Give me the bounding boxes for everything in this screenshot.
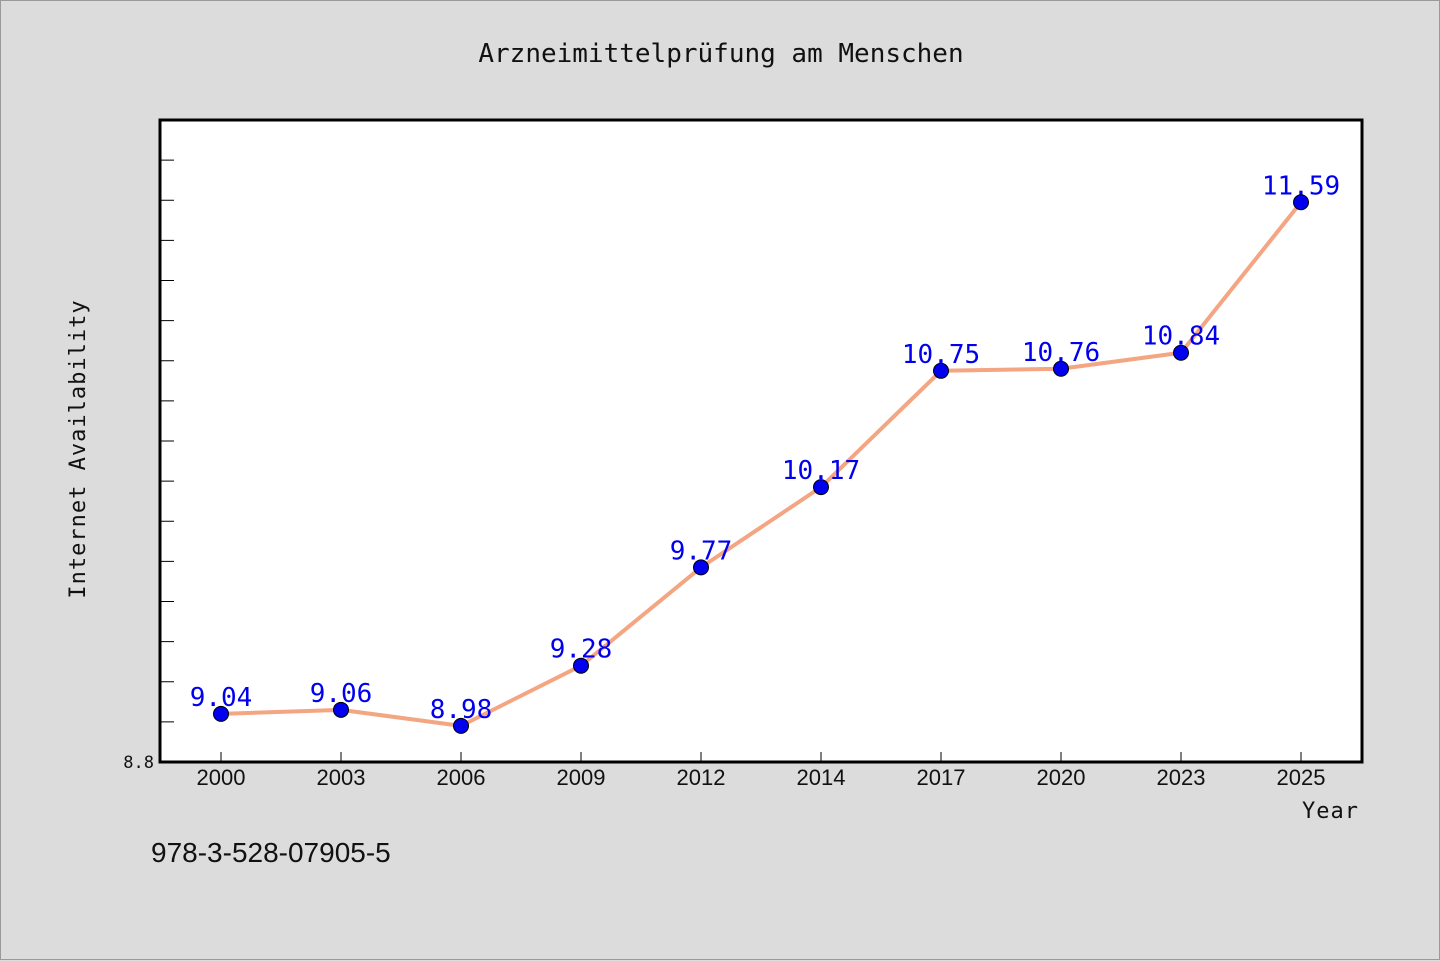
- x-tick-label: 2017: [917, 765, 966, 790]
- data-label: 9.04: [190, 683, 253, 713]
- data-label: 11.59: [1262, 171, 1340, 201]
- data-point: [813, 479, 829, 496]
- data-label: 10.84: [1142, 322, 1220, 352]
- data-point: [573, 657, 589, 674]
- x-tick-label: 2014: [797, 765, 846, 790]
- data-point: [1293, 194, 1309, 211]
- data-point: [1053, 360, 1069, 377]
- data-label: 10.76: [1022, 338, 1100, 368]
- data-markers: [213, 194, 1309, 734]
- data-point: [693, 559, 709, 576]
- x-tick-label: 2006: [437, 765, 486, 790]
- data-point: [333, 701, 349, 718]
- x-tick-label: 2020: [1037, 765, 1086, 790]
- isbn-code: 978-3-528-07905-5: [151, 837, 391, 868]
- x-tick-label: 2023: [1157, 765, 1206, 790]
- x-tick-label: 2012: [677, 765, 726, 790]
- x-tick-label: 2000: [197, 765, 246, 790]
- series-line: [220, 201, 1303, 728]
- data-point: [1173, 344, 1189, 361]
- data-label: 9.28: [550, 635, 613, 665]
- chart-title: Arzneimittelprüfung am Menschen: [478, 39, 963, 69]
- data-label: 10.75: [902, 340, 980, 370]
- data-labels: 9.04 9.06 8.98 9.28 9.77 10.17 10.75 10.76 10.84…: [190, 171, 1340, 725]
- x-axis-ticks: 2000 2003 2006 2009 2012 2014 2017 2020 2023 2025: [197, 752, 1326, 790]
- data-label: 9.77: [670, 536, 733, 566]
- plot-area: [158, 118, 1364, 764]
- data-point: [453, 717, 469, 734]
- x-tick-label: 2009: [557, 765, 606, 790]
- data-label: 8.98: [430, 695, 493, 725]
- y-axis-ticks: 8.8: [123, 119, 174, 773]
- data-point: [933, 362, 949, 379]
- series-line-group: [220, 201, 1303, 728]
- data-label: 10.17: [782, 456, 860, 486]
- x-tick-label: 2025: [1277, 765, 1326, 790]
- x-tick-label: 2003: [317, 765, 366, 790]
- data-point: [213, 705, 229, 722]
- y-tick-label: 8.8: [123, 753, 154, 773]
- data-label: 9.06: [310, 679, 373, 709]
- y-axis-label: Internet Availability: [66, 299, 91, 598]
- x-axis-label: Year: [1302, 799, 1359, 824]
